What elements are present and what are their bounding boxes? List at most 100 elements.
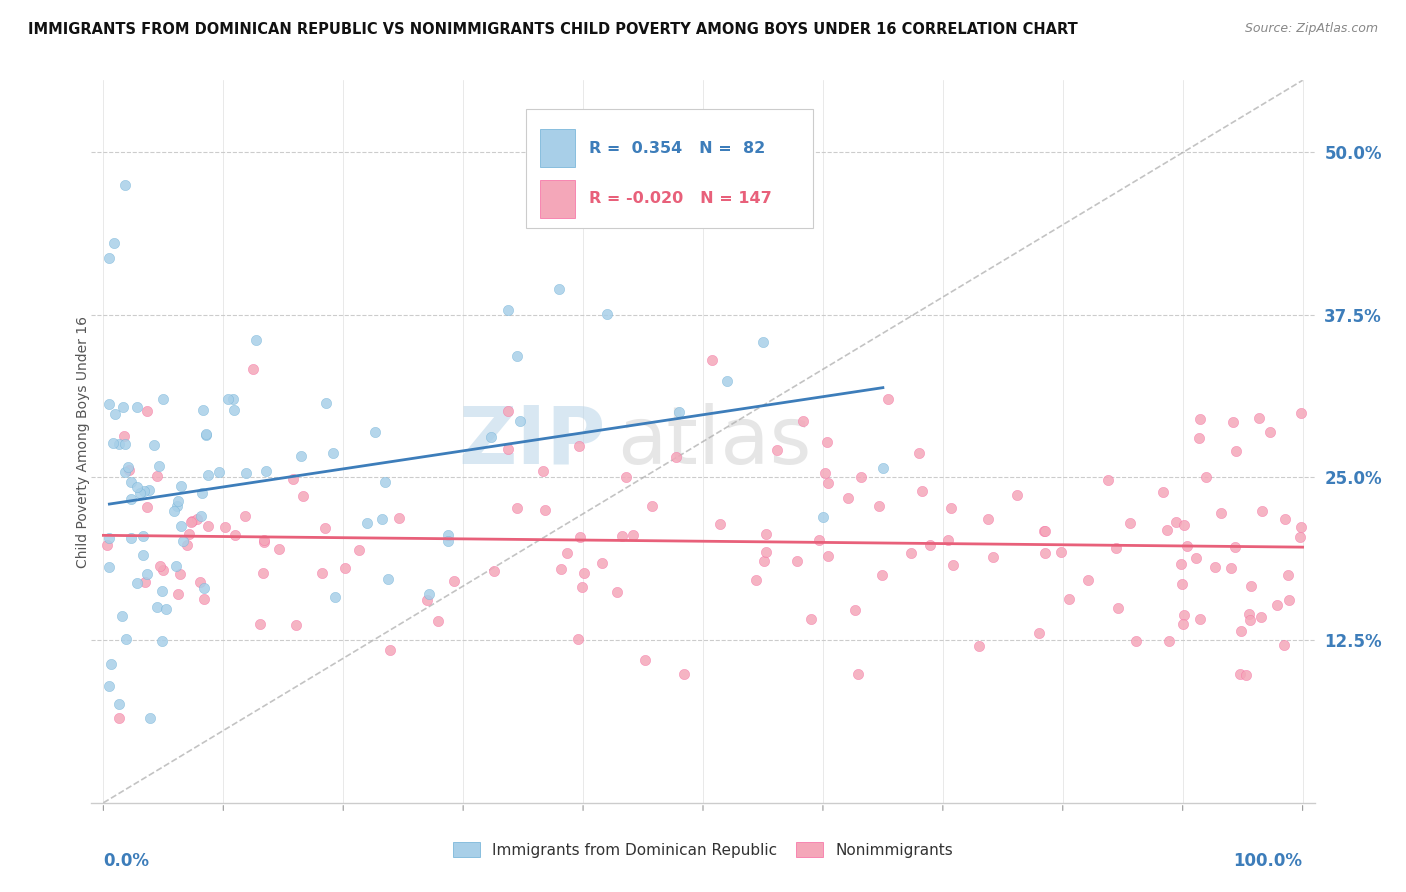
Point <box>1265 598 1288 612</box>
Y-axis label: Child Poverty Among Boys Under 16: Child Poverty Among Boys Under 16 <box>76 316 90 567</box>
Point <box>169 566 191 581</box>
Point <box>498 442 520 456</box>
Point <box>1125 634 1147 648</box>
Bar <box>526 109 813 228</box>
Point <box>314 521 336 535</box>
Point <box>120 491 142 506</box>
Point <box>792 414 814 428</box>
Point <box>235 467 257 481</box>
Point <box>1234 668 1257 682</box>
Point <box>574 566 596 580</box>
Point <box>482 564 505 578</box>
Point <box>568 439 591 453</box>
Point <box>98 531 121 545</box>
Point <box>1152 484 1174 499</box>
Point <box>1258 425 1281 439</box>
Point <box>1057 592 1080 607</box>
Point <box>967 639 990 653</box>
Point <box>315 396 337 410</box>
Point <box>371 512 394 526</box>
Point <box>322 445 344 459</box>
Point <box>606 585 628 599</box>
Point <box>436 528 458 542</box>
Point <box>111 608 134 623</box>
Point <box>180 514 202 528</box>
Point <box>374 475 396 490</box>
Point <box>132 484 155 499</box>
Point <box>325 590 347 604</box>
Point <box>808 533 831 547</box>
Point <box>242 362 264 376</box>
Point <box>745 573 768 587</box>
Point <box>1251 504 1274 518</box>
Point <box>1188 411 1211 425</box>
Point <box>107 711 129 725</box>
Point <box>120 475 142 489</box>
Point <box>716 374 738 388</box>
Point <box>214 520 236 534</box>
Point <box>197 468 219 483</box>
Point <box>786 554 808 568</box>
Point <box>977 512 1000 526</box>
Text: 100.0%: 100.0% <box>1233 852 1302 871</box>
Point <box>148 459 170 474</box>
Point <box>1184 551 1206 566</box>
Point <box>125 400 148 414</box>
Point <box>1230 624 1253 638</box>
Point <box>496 404 519 418</box>
Point <box>569 530 592 544</box>
Point <box>114 632 136 646</box>
Point <box>380 643 402 657</box>
Point <box>800 612 823 626</box>
Point <box>136 500 159 514</box>
Point <box>752 335 775 350</box>
Point <box>285 617 308 632</box>
Point <box>224 527 246 541</box>
Point <box>1274 512 1296 526</box>
Point <box>700 352 723 367</box>
Point <box>188 574 211 589</box>
Point <box>849 470 872 484</box>
Point <box>900 546 922 560</box>
Point <box>377 572 399 586</box>
Point <box>1188 431 1211 445</box>
Point <box>1250 610 1272 624</box>
Point <box>190 509 212 524</box>
Point <box>591 556 613 570</box>
Point <box>292 489 315 503</box>
Point <box>1119 516 1142 530</box>
Text: atlas: atlas <box>617 402 811 481</box>
Point <box>1222 415 1244 429</box>
Point <box>1239 613 1261 627</box>
Point <box>207 465 229 479</box>
Point <box>101 436 124 450</box>
Point <box>152 563 174 577</box>
Point <box>193 591 215 606</box>
Point <box>1032 524 1054 538</box>
Point <box>125 576 148 591</box>
Point <box>872 460 894 475</box>
Point <box>709 517 731 532</box>
Point <box>1219 560 1241 574</box>
Point <box>1035 524 1057 538</box>
Point <box>335 561 357 575</box>
Point <box>363 425 385 440</box>
Text: R =  0.354   N =  82: R = 0.354 N = 82 <box>589 141 765 156</box>
Point <box>108 437 131 451</box>
Point <box>846 667 869 681</box>
Point <box>1156 523 1178 537</box>
Point <box>752 554 775 568</box>
Point <box>1164 515 1187 529</box>
Point <box>222 403 245 417</box>
Point <box>1157 634 1180 648</box>
Point <box>1173 518 1195 533</box>
Point <box>1209 506 1232 520</box>
Point <box>1188 611 1211 625</box>
Point <box>138 483 160 498</box>
Point <box>910 483 932 498</box>
Point <box>252 533 274 547</box>
Point <box>145 469 167 483</box>
Point <box>176 538 198 552</box>
Point <box>195 428 218 442</box>
Point <box>817 549 839 563</box>
